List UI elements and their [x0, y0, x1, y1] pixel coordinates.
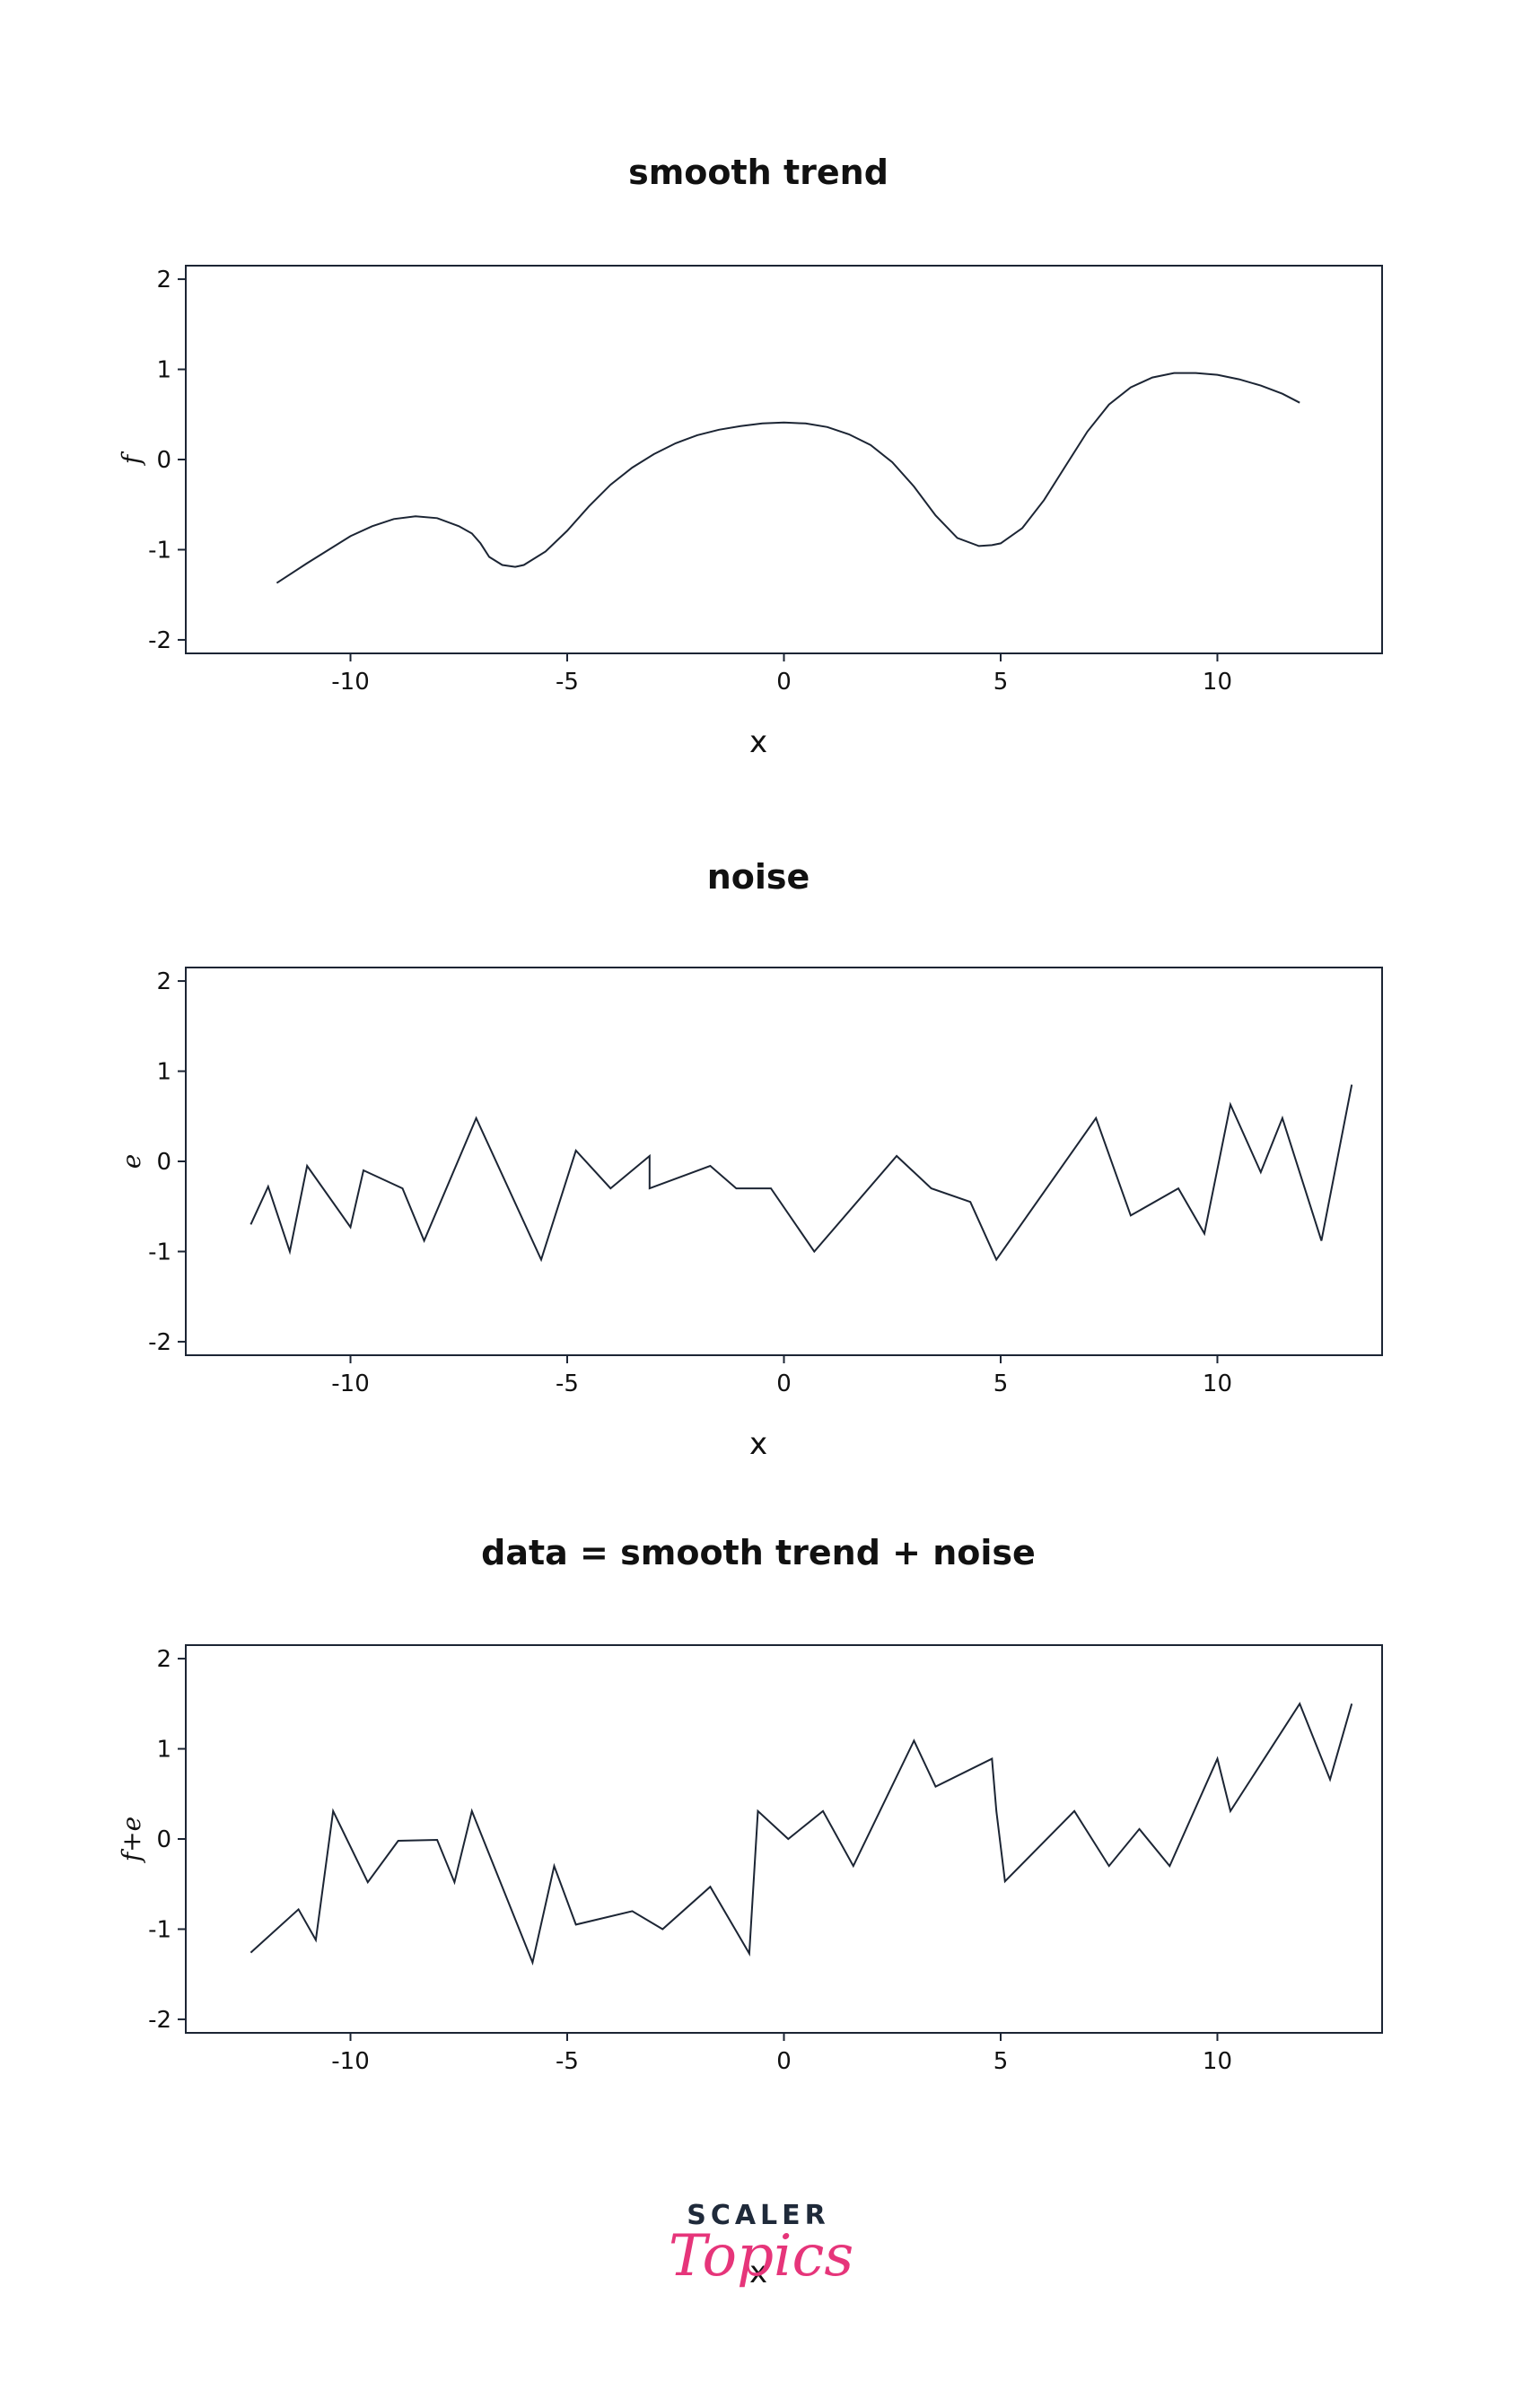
series-line-data — [249, 1702, 1353, 1966]
y-axis: -2 -1 0 1 2 — [148, 968, 186, 1356]
logo-wordmark-bottom: Topics — [669, 2223, 853, 2290]
y-tick-label: -2 — [148, 627, 171, 654]
chart-title: data = smooth trend + noise — [481, 1533, 1036, 1572]
x-tick-label: -10 — [331, 2048, 369, 2075]
x-axis-label: x — [749, 2255, 767, 2290]
series-line-noise — [249, 1084, 1353, 1263]
y-tick-label: 0 — [156, 1826, 171, 1853]
scaler-topics-logo: SCALER Topics — [669, 2200, 853, 2290]
x-tick-label: -5 — [556, 1370, 579, 1397]
x-axis: -10 -5 0 5 10 — [331, 2033, 1232, 2075]
x-axis-label: x — [749, 724, 767, 760]
y-tick-label: 0 — [156, 1149, 171, 1176]
y-tick-label: 2 — [156, 968, 171, 995]
plot-frame — [185, 1644, 1383, 2034]
x-tick-label: 5 — [993, 669, 1009, 696]
y-tick-label: 0 — [156, 447, 171, 474]
y-axis: -2 -1 0 1 2 — [148, 267, 186, 654]
x-tick-label: 5 — [993, 1370, 1009, 1397]
x-tick-label: 5 — [993, 2048, 1009, 2075]
y-tick-label: -1 — [148, 1916, 171, 1943]
y-tick-label: 1 — [156, 357, 171, 384]
y-axis: -2 -1 0 1 2 — [148, 1646, 186, 2034]
y-axis-label: f — [117, 451, 146, 466]
x-tick-label: 10 — [1203, 669, 1232, 696]
y-tick-label: 2 — [156, 1646, 171, 1673]
series-line-smooth-trend — [276, 372, 1300, 584]
x-tick-label: -5 — [556, 669, 579, 696]
y-axis-label: e — [117, 1154, 146, 1169]
x-tick-label: 0 — [776, 2048, 792, 2075]
y-tick-label: 1 — [156, 1737, 171, 1764]
chart-title: smooth trend — [628, 153, 888, 192]
y-tick-label: -2 — [148, 1329, 171, 1356]
y-axis-label: f+e — [117, 1817, 146, 1863]
y-tick-label: -1 — [148, 1239, 171, 1265]
y-tick-label: -2 — [148, 2007, 171, 2034]
x-tick-label: -5 — [556, 2048, 579, 2075]
plot-frame — [185, 967, 1383, 1356]
x-tick-label: 10 — [1203, 2048, 1232, 2075]
x-tick-label: -10 — [331, 669, 369, 696]
chart-title: noise — [707, 857, 810, 897]
y-tick-label: -1 — [148, 537, 171, 564]
logo-wordmark-top: SCALER — [687, 2200, 830, 2231]
x-axis-label: x — [749, 1426, 767, 1462]
x-axis: -10 -5 0 5 10 — [331, 1355, 1232, 1397]
x-axis: -10 -5 0 5 10 — [331, 653, 1232, 696]
y-tick-label: 2 — [156, 267, 171, 293]
x-tick-label: 10 — [1203, 1370, 1232, 1397]
x-tick-label: 0 — [776, 669, 792, 696]
plot-frame — [185, 265, 1383, 654]
y-tick-label: 1 — [156, 1059, 171, 1086]
x-tick-label: -10 — [331, 1370, 369, 1397]
x-tick-label: 0 — [776, 1370, 792, 1397]
